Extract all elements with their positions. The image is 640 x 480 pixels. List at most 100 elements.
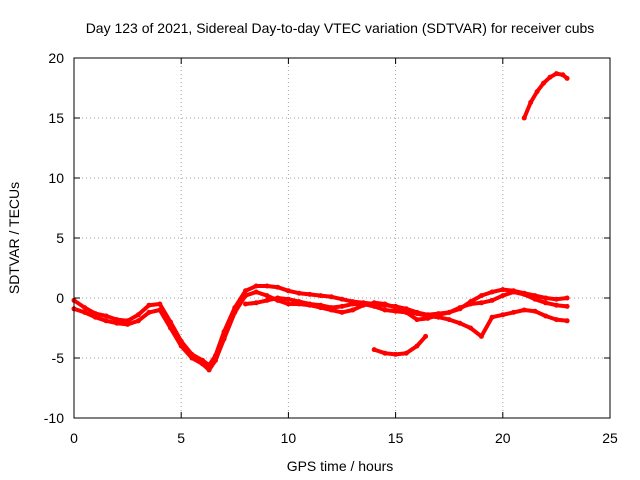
data-point (168, 325, 173, 331)
data-point (92, 314, 98, 320)
data-point (511, 289, 516, 295)
data-point (339, 309, 345, 315)
data-point (521, 291, 527, 297)
data-point (423, 333, 429, 339)
data-point (521, 307, 527, 313)
data-point (543, 313, 549, 319)
data-point (553, 71, 559, 77)
y-tick-label: -5 (52, 350, 65, 366)
data-point (200, 361, 206, 367)
data-point (489, 289, 495, 295)
data-point (296, 290, 302, 296)
data-point (436, 314, 441, 320)
data-point (478, 300, 484, 306)
data-point (135, 318, 141, 324)
data-point (393, 308, 399, 314)
data-point (371, 347, 377, 353)
data-point (564, 318, 570, 324)
x-tick-label: 20 (495, 430, 511, 446)
data-point (103, 318, 109, 324)
data-point (382, 307, 388, 313)
data-point (547, 74, 553, 80)
data-point (189, 355, 195, 361)
data-point (446, 317, 452, 323)
data-point (382, 350, 388, 356)
data-point (339, 296, 345, 302)
data-point (82, 309, 88, 315)
data-point (285, 296, 291, 302)
y-tick-label: 5 (56, 230, 64, 246)
y-axis-label: SDTVAR / TECUs (6, 182, 22, 294)
data-point (403, 350, 409, 356)
data-point (425, 313, 431, 319)
x-tick-label: 10 (281, 430, 297, 446)
data-point (371, 300, 377, 306)
data-point (135, 312, 141, 318)
x-axis-label: GPS time / hours (287, 458, 394, 474)
data-point (253, 300, 259, 306)
data-point (534, 89, 540, 95)
data-point (146, 309, 152, 315)
y-tick-label: 0 (56, 290, 64, 306)
data-layer (71, 71, 570, 373)
data-point (253, 289, 259, 295)
data-point (178, 343, 184, 349)
data-point (393, 305, 399, 311)
data-point (243, 288, 248, 294)
data-point (328, 294, 334, 300)
data-point (157, 307, 163, 313)
data-point (328, 305, 334, 311)
x-tick-label: 15 (388, 430, 404, 446)
data-point (382, 301, 388, 307)
data-point (553, 296, 559, 302)
data-point (500, 312, 506, 318)
data-point (500, 287, 506, 293)
data-point (468, 301, 474, 307)
data-point (553, 317, 559, 323)
data-point (528, 99, 534, 105)
data-point (543, 300, 549, 306)
data-point (275, 284, 281, 290)
data-point (206, 367, 212, 373)
data-point (296, 299, 302, 305)
x-tick-label: 25 (602, 430, 618, 446)
series-track-e (522, 71, 570, 120)
data-point (307, 291, 313, 297)
data-point (221, 336, 227, 342)
y-tick-label: -10 (44, 410, 64, 426)
y-tick-label: 15 (48, 110, 64, 126)
data-point (457, 305, 463, 311)
ticks: 0 5 10 15 20 25 -10 -5 0 5 10 15 20 (44, 50, 618, 446)
data-point (285, 288, 291, 294)
data-point (541, 80, 546, 86)
data-point (318, 302, 324, 308)
data-point (114, 317, 120, 323)
data-point (318, 293, 324, 299)
data-point (285, 301, 291, 307)
data-point (564, 303, 570, 309)
data-point (339, 303, 345, 309)
y-tick-label: 10 (48, 170, 64, 186)
data-point (103, 313, 109, 319)
x-tick-label: 0 (70, 430, 78, 446)
data-point (446, 309, 452, 315)
grid (74, 58, 610, 418)
data-point (360, 301, 366, 307)
data-point (275, 295, 281, 301)
data-point (243, 293, 248, 299)
x-tick-label: 5 (177, 430, 185, 446)
data-point (543, 295, 549, 301)
data-point (489, 297, 495, 303)
data-point (414, 317, 420, 323)
data-point (457, 320, 463, 326)
chart-title: Day 123 of 2021, Sidereal Day-to-day VTE… (86, 20, 595, 36)
data-point (564, 75, 570, 81)
data-point (82, 305, 88, 311)
data-point (114, 320, 120, 326)
data-point (264, 283, 270, 289)
data-point (414, 343, 420, 349)
data-point (478, 293, 484, 299)
data-point (564, 295, 570, 301)
data-point (253, 283, 259, 289)
